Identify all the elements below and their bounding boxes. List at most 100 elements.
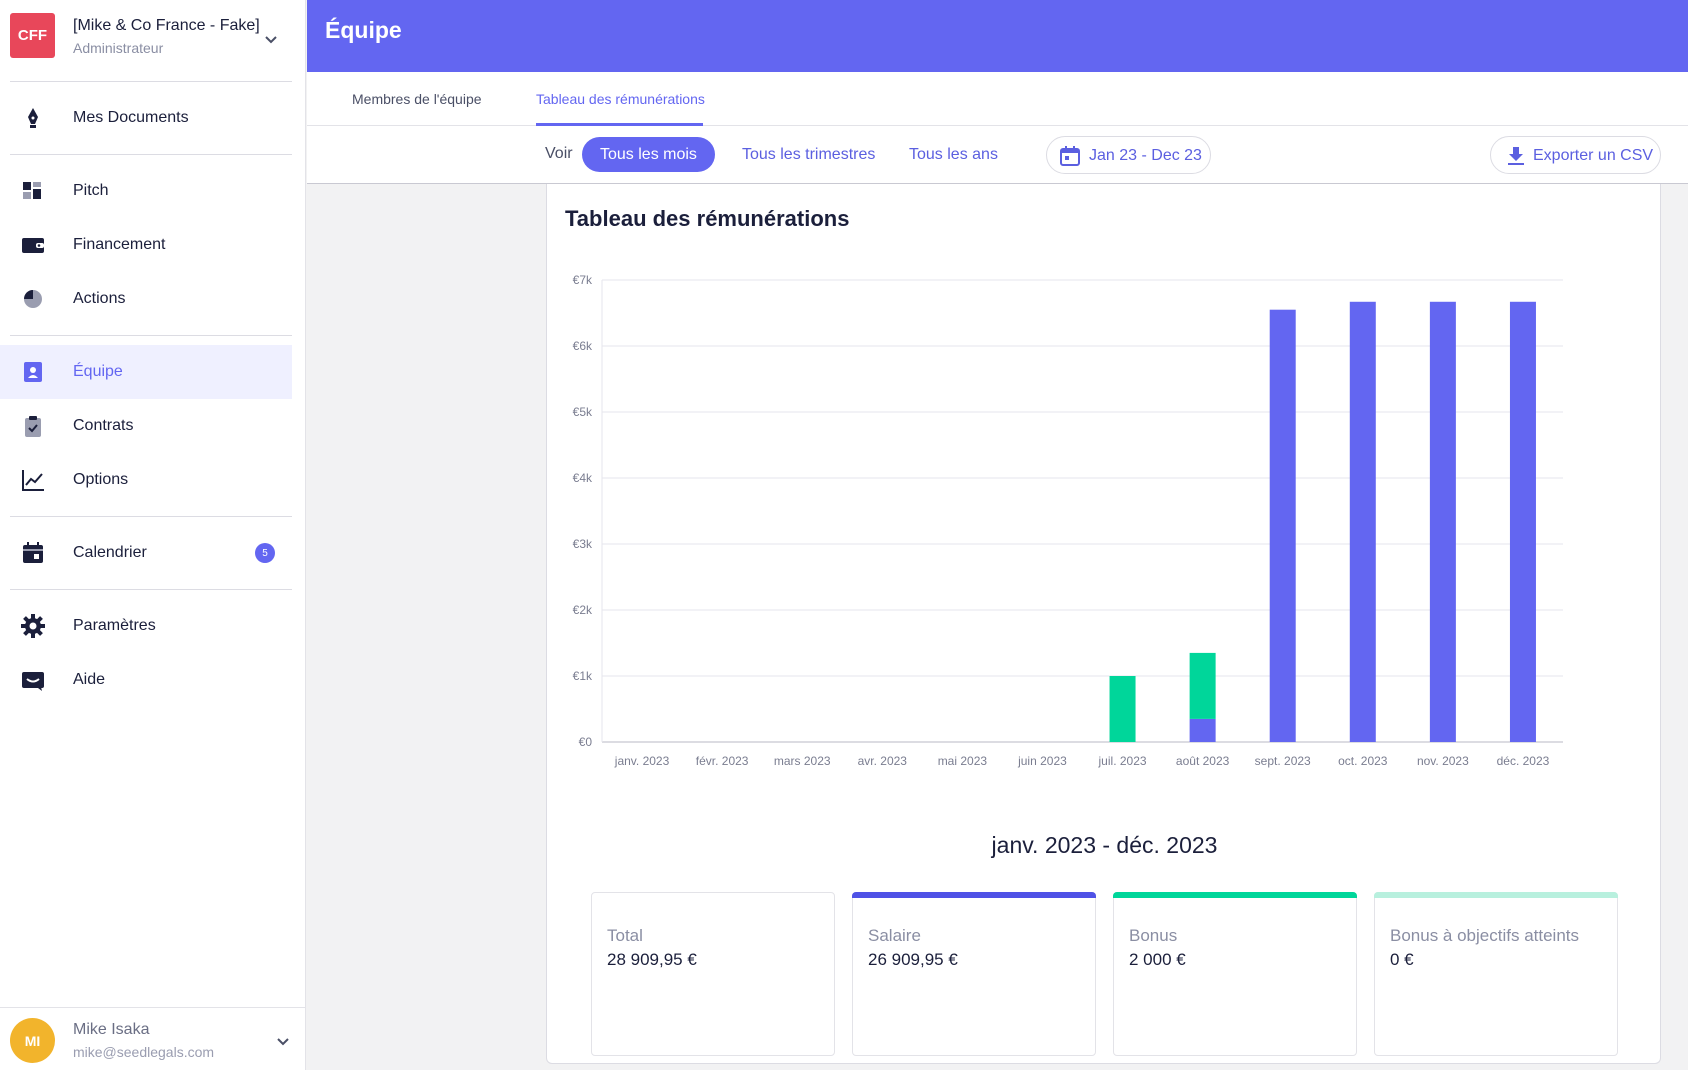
x-tick-label: oct. 2023 <box>1338 754 1388 768</box>
export-csv-button[interactable]: Exporter un CSV <box>1490 136 1661 174</box>
period-quarterly-button[interactable]: Tous les trimestres <box>742 145 876 163</box>
pie-chart-icon <box>24 290 42 308</box>
page-header: Équipe <box>307 0 1688 72</box>
divider <box>10 589 292 590</box>
chevron-down-icon[interactable] <box>262 30 280 48</box>
period-yearly-button[interactable]: Tous les ans <box>909 145 998 163</box>
bar-salaire <box>1269 309 1296 742</box>
stat-label: Bonus <box>1129 926 1178 945</box>
chevron-down-icon[interactable] <box>274 1032 292 1050</box>
x-tick-label: nov. 2023 <box>1417 754 1469 768</box>
sidebar-item-calendrier[interactable]: Calendrier 5 <box>0 526 292 580</box>
sidebar-item-label: Aide <box>73 671 106 688</box>
gear-icon <box>21 614 45 638</box>
tab-tableau-remunerations[interactable]: Tableau des rémunérations <box>536 91 705 107</box>
stat-color-bar <box>1374 892 1618 898</box>
view-label: Voir <box>545 145 573 162</box>
stat-card-bonus: Bonus 2 000 € <box>1113 892 1357 1056</box>
y-tick-label: €6k <box>573 339 593 353</box>
stat-card-bonus-objectifs: Bonus à objectifs atteints 0 € <box>1374 892 1618 1056</box>
contact-card-icon <box>24 362 42 382</box>
stat-value: 28 909,95 € <box>607 950 697 969</box>
x-tick-label: août 2023 <box>1176 754 1230 768</box>
card-title: Tableau des rémunérations <box>565 206 850 231</box>
tab-membres[interactable]: Membres de l'équipe <box>352 91 482 107</box>
sidebar-item-label: Paramètres <box>73 617 156 634</box>
line-chart-icon <box>22 470 44 491</box>
sidebar-item-parametres[interactable]: Paramètres <box>0 599 292 653</box>
x-tick-label: mai 2023 <box>938 754 988 768</box>
stat-color-bar <box>1113 892 1357 898</box>
bar-salaire <box>1189 718 1216 742</box>
stat-label: Total <box>607 926 643 945</box>
period-monthly-button[interactable]: Tous les mois <box>582 137 715 172</box>
sidebar-item-label: Équipe <box>73 363 123 380</box>
sidebar-item-label: Actions <box>73 290 126 307</box>
x-tick-label: juil. 2023 <box>1098 754 1147 768</box>
wallet-icon <box>22 238 44 253</box>
stat-color-bar <box>852 892 1096 898</box>
y-tick-label: €7k <box>573 273 593 287</box>
active-tab-indicator <box>536 123 703 126</box>
user-name: Mike Isaka <box>73 1021 150 1038</box>
y-tick-label: €0 <box>579 735 593 749</box>
stat-value: 26 909,95 € <box>868 950 958 969</box>
date-range-button[interactable]: Jan 23 - Dec 23 <box>1046 136 1211 174</box>
x-tick-label: févr. 2023 <box>696 754 749 768</box>
dashboard-icon <box>23 182 41 199</box>
y-tick-label: €1k <box>573 669 593 683</box>
sidebar-item-pitch[interactable]: Pitch <box>0 164 292 218</box>
clipboard-check-icon <box>25 416 41 437</box>
x-tick-label: déc. 2023 <box>1497 754 1550 768</box>
user-email: mike@seedlegals.com <box>73 1044 215 1060</box>
bar-salaire <box>1429 301 1456 742</box>
y-tick-label: €5k <box>573 405 593 419</box>
stat-value: 0 € <box>1390 950 1414 969</box>
sidebar-item-contrats[interactable]: Contrats <box>0 399 292 453</box>
message-icon <box>22 672 44 691</box>
x-tick-label: sept. 2023 <box>1255 754 1311 768</box>
sidebar-item-label: Pitch <box>73 182 109 199</box>
sidebar-item-label: Mes Documents <box>73 109 189 126</box>
x-tick-label: juin 2023 <box>1017 754 1067 768</box>
sidebar-item-financement[interactable]: Financement <box>0 218 292 272</box>
export-csv-label: Exporter un CSV <box>1533 147 1654 164</box>
date-range-label: Jan 23 - Dec 23 <box>1089 147 1202 164</box>
sidebar-item-label: Financement <box>73 236 166 253</box>
range-title: janv. 2023 - déc. 2023 <box>991 832 1218 858</box>
remuneration-bar-chart: €0 €1k €2k €3k €4k €5k €6k €7k janv. 2023 févr. 2… <box>573 273 1563 768</box>
stat-card-total: Total 28 909,95 € <box>591 892 835 1056</box>
x-tick-label: avr. 2023 <box>858 754 908 768</box>
tab-bar: Membres de l'équipe Tableau des rémunéra… <box>307 72 1688 126</box>
sidebar-item-equipe[interactable]: Équipe <box>0 345 292 399</box>
avatar: MI <box>10 1018 55 1063</box>
notification-badge: 5 <box>255 543 275 563</box>
stat-value: 2 000 € <box>1129 950 1186 969</box>
user-menu[interactable]: MI Mike Isaka mike@seedlegals.com <box>0 1007 306 1070</box>
download-icon <box>1508 147 1524 165</box>
sidebar-item-aide[interactable]: Aide <box>0 653 292 707</box>
y-tick-label: €4k <box>573 471 593 485</box>
view-toolbar: Voir Tous les mois Tous les trimestres T… <box>307 126 1688 184</box>
sidebar-item-label: Options <box>73 471 129 488</box>
divider <box>10 81 292 82</box>
y-tick-label: €2k <box>573 603 593 617</box>
divider <box>10 335 292 336</box>
org-switcher[interactable]: CFF [Mike & Co France - Fake] Administra… <box>0 0 306 82</box>
y-tick-label: €3k <box>573 537 593 551</box>
bar-salaire <box>1349 301 1376 742</box>
sidebar-item-mes-documents[interactable]: Mes Documents <box>0 91 292 145</box>
bar-bonus <box>1189 652 1216 719</box>
sidebar: CFF [Mike & Co France - Fake] Administra… <box>0 0 306 1070</box>
page-title: Équipe <box>325 17 402 43</box>
sidebar-item-options[interactable]: Options <box>0 453 292 507</box>
sidebar-item-label: Contrats <box>73 417 134 434</box>
org-name: [Mike & Co France - Fake] <box>73 17 260 34</box>
stat-label: Salaire <box>868 926 921 945</box>
org-logo: CFF <box>10 13 55 58</box>
divider <box>10 154 292 155</box>
remuneration-card: Tableau des rémunérations €0 €1k €2k €3k €4k… <box>546 184 1661 1064</box>
sidebar-item-actions[interactable]: Actions <box>0 272 292 326</box>
sidebar-item-label: Calendrier <box>73 544 147 561</box>
